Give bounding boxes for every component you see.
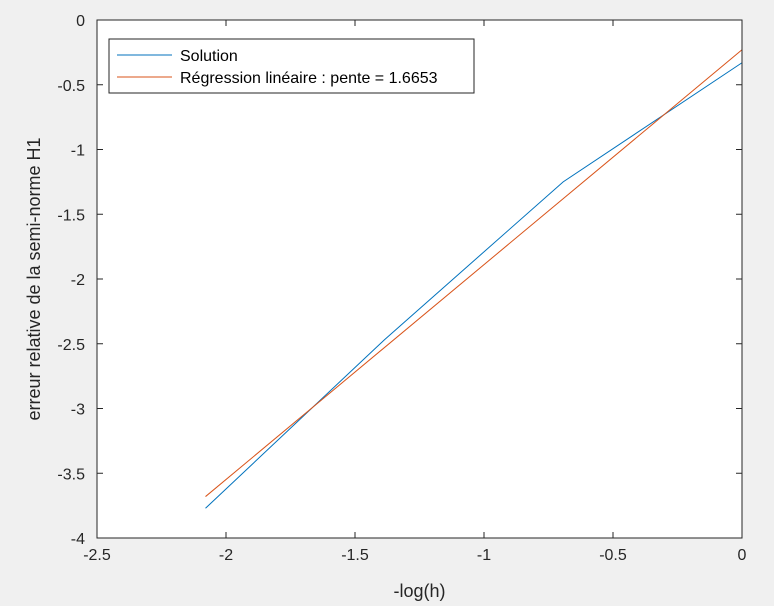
y-tick-label: -3.5 xyxy=(57,466,85,483)
plot-area xyxy=(97,20,742,538)
x-axis-label: -log(h) xyxy=(393,581,445,601)
y-tick-label: -1.5 xyxy=(57,207,85,224)
legend: Solution Régression linéaire : pente = 1… xyxy=(108,38,475,94)
series-layer xyxy=(205,49,743,509)
x-tick-label: -2 xyxy=(219,547,233,564)
y-tick-label: -4 xyxy=(71,531,85,548)
x-tick-label: -0.5 xyxy=(599,547,627,564)
y-tick-label: 0 xyxy=(76,13,85,30)
series-line-1 xyxy=(205,49,743,497)
ticks-layer: -2.5 -2 -1.5 -1 -0.5 0 -4 -3.5 -3 -2.5 -2 -1.5 -1 -0.… xyxy=(57,13,746,564)
y-tick-label: -0.5 xyxy=(57,78,85,95)
x-tick-label: 0 xyxy=(738,547,747,564)
y-tick-label: -1 xyxy=(71,143,85,160)
legend-box xyxy=(108,38,475,94)
x-tick-label: -2.5 xyxy=(83,547,111,564)
y-tick-label: -2.5 xyxy=(57,337,85,354)
series-line-0 xyxy=(205,62,743,509)
x-tick-label: -1.5 xyxy=(341,547,369,564)
y-tick-label: -3 xyxy=(71,402,85,419)
legend-label-solution: Solution xyxy=(180,48,238,65)
y-axis-label: erreur relative de la semi-norme H1 xyxy=(24,137,44,420)
legend-label-regression: Régression linéaire : pente = 1.6653 xyxy=(180,70,438,87)
y-tick-label: -2 xyxy=(71,272,85,289)
x-tick-label: -1 xyxy=(477,547,491,564)
